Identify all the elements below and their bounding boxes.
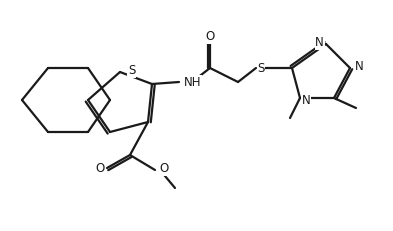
Text: O: O [206, 30, 215, 43]
Text: NH: NH [184, 76, 202, 88]
Text: O: O [159, 162, 168, 176]
Text: N: N [315, 36, 324, 49]
Text: N: N [302, 94, 311, 106]
Text: N: N [355, 61, 364, 73]
Text: O: O [95, 162, 105, 176]
Text: S: S [257, 61, 265, 75]
Text: S: S [128, 64, 135, 77]
